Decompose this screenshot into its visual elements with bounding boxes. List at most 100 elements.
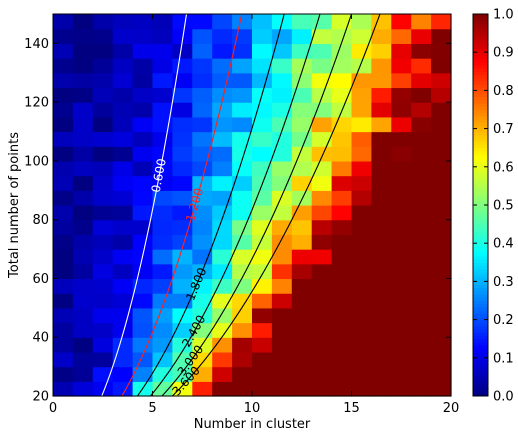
heatmap-cell (92, 263, 114, 280)
heatmap-cell (92, 175, 114, 191)
heatmap-cell (252, 43, 273, 59)
heatmap-cell (152, 307, 173, 324)
colorbar-segment (473, 380, 488, 384)
heatmap-cell (53, 146, 74, 162)
heatmap-cell (53, 28, 74, 44)
heatmap-cell (291, 175, 313, 191)
heatmap-cell (411, 146, 432, 162)
heatmap-cell (391, 307, 412, 324)
colorbar-segment (473, 290, 488, 295)
heatmap-cell (271, 175, 293, 191)
heatmap-cell (391, 160, 412, 177)
heatmap-cell (311, 175, 333, 191)
heatmap-cell (172, 116, 193, 133)
colorbar-segment (473, 26, 488, 31)
colorbar-segment (473, 360, 488, 365)
heatmap-cell (331, 337, 353, 353)
heatmap-cell (152, 219, 173, 235)
heatmap-cell (172, 190, 193, 206)
heatmap-cell (351, 160, 372, 177)
heatmap-cell (72, 116, 94, 133)
colorbar-segment (473, 128, 488, 133)
y-tick-label: 60 (32, 272, 49, 287)
heatmap-cell (152, 337, 173, 353)
heatmap-cell (431, 351, 452, 368)
colorbar-segment (473, 214, 488, 219)
heatmap-cell (411, 14, 432, 30)
heatmap-cell (172, 146, 193, 162)
colorbar-segment (473, 90, 488, 95)
colorbar-segment (473, 341, 488, 346)
heatmap-cell (351, 278, 372, 294)
heatmap-cell (311, 366, 333, 382)
heatmap-cell (192, 205, 213, 221)
heatmap-cell (271, 278, 293, 294)
heatmap-cell (311, 293, 333, 309)
heatmap-cell (291, 219, 313, 235)
heatmap-cell (72, 293, 94, 309)
heatmap-cell (172, 337, 193, 353)
heatmap-cell (212, 43, 233, 59)
heatmap-cell (311, 249, 333, 265)
colorbar-segment (473, 112, 488, 117)
colorbar-segment (473, 195, 488, 200)
heatmap-cell (152, 43, 173, 59)
heatmap-cell (431, 160, 452, 177)
heatmap-cell (391, 337, 412, 353)
colorbar-segment (473, 332, 488, 337)
heatmap-cell (53, 14, 74, 30)
heatmap-cell (331, 307, 353, 324)
heatmap-cell (252, 366, 273, 382)
heatmap-cell (271, 307, 293, 324)
heatmap-cell (252, 160, 273, 177)
colorbar-tick-label: 1.0 (493, 8, 514, 23)
heatmap-cell (271, 381, 293, 397)
heatmap-cell (172, 381, 193, 397)
contour-line (101, 14, 188, 396)
heatmap-cell (192, 28, 213, 44)
heatmap-cell (371, 307, 392, 324)
heatmap-cell (252, 337, 273, 353)
heatmap-cell (252, 293, 273, 309)
colorbar-segment (473, 338, 488, 343)
heatmap-cell (291, 102, 313, 118)
heatmap-cell (132, 116, 154, 133)
heatmap-cell (132, 307, 154, 324)
heatmap-cell (431, 190, 452, 206)
heatmap-cell (371, 249, 392, 265)
heatmap-cell (72, 28, 94, 44)
heatmap-cell (331, 249, 353, 265)
heatmap-cell (72, 160, 94, 177)
heatmap-cell (212, 322, 233, 338)
heatmap-cell (53, 190, 74, 206)
heatmap-cell (112, 43, 134, 59)
heatmap-cell (112, 307, 134, 324)
heatmap-cell (232, 278, 253, 294)
heatmap-cell (371, 160, 392, 177)
colorbar-segment (473, 99, 488, 104)
heatmap-cell (391, 116, 412, 133)
heatmap-cell (192, 175, 213, 191)
colorbar-segment (473, 80, 488, 85)
heatmap-cell (391, 43, 412, 59)
heatmap-cell (72, 87, 94, 103)
heatmap-cell (391, 131, 412, 147)
contour-label-group: 0.600 (149, 157, 169, 193)
heatmap-cell (431, 219, 452, 235)
heatmap-cell (271, 131, 293, 147)
colorbar-segment (473, 208, 488, 212)
heatmap-cell (53, 366, 74, 382)
colorbar-segment (473, 131, 488, 136)
heatmap-cell (291, 146, 313, 162)
heatmap-cell (291, 234, 313, 250)
heatmap-cell (391, 278, 412, 294)
heatmap-cell (232, 234, 253, 250)
heatmap-cell (291, 337, 313, 353)
heatmap-cell (132, 293, 154, 309)
heatmap-cell (431, 146, 452, 162)
heatmap-cell (371, 381, 392, 397)
heatmap-cell (152, 131, 173, 147)
heatmap-cell (92, 28, 114, 44)
heatmap-cell (271, 87, 293, 103)
heatmap-cell (311, 131, 333, 147)
